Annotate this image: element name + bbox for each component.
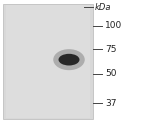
Text: 50: 50 (105, 69, 117, 78)
Bar (6, 5, 90, 118)
Text: 75: 75 (105, 45, 117, 54)
Text: kDa: kDa (94, 3, 111, 12)
Ellipse shape (53, 49, 85, 70)
Text: 100: 100 (105, 21, 122, 30)
Text: 37: 37 (105, 99, 117, 108)
Ellipse shape (58, 54, 80, 65)
Bar (3, 4, 93, 119)
